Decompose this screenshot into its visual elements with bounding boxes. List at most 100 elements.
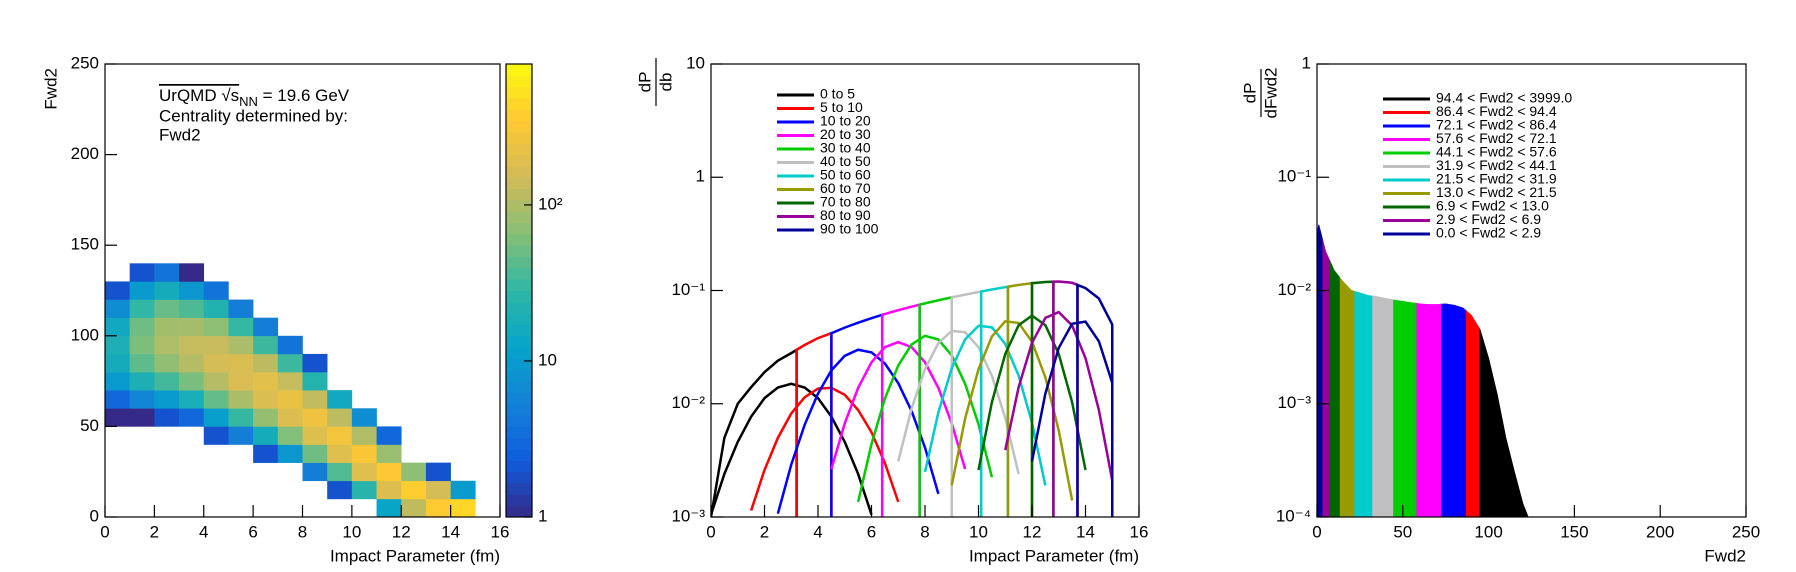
y-tick-label: 10 [686, 53, 705, 72]
heatmap-cell [376, 444, 402, 463]
histogram-fill [1464, 309, 1480, 517]
heatmap-cell [228, 299, 254, 318]
legend-label: 5 to 10 [820, 99, 863, 115]
colorbar-step [506, 75, 532, 88]
heatmap-cell [204, 481, 229, 499]
heatmap-cell [154, 426, 179, 444]
legend-label: 13.0 < Fwd2 < 21.5 [1436, 184, 1557, 200]
x-axis-title: Fwd2 [1704, 546, 1746, 565]
legend-label: 20 to 30 [820, 126, 871, 142]
series-line [897, 329, 1020, 475]
heatmap-cell [425, 480, 451, 500]
heatmap-cell [203, 353, 229, 373]
colorbar-step [506, 97, 532, 110]
heatmap-cell [179, 463, 204, 481]
series-line [830, 340, 967, 470]
y-tick-label: 100 [71, 325, 99, 344]
y-axis-title: Fwd2 [41, 68, 60, 110]
y-tick-label: 1 [1302, 53, 1311, 72]
legend-label: 86.4 < Fwd2 < 94.4 [1436, 103, 1557, 119]
histogram-fill [1328, 258, 1340, 517]
heatmap-cell [105, 281, 130, 300]
heatmap-cell [303, 300, 328, 318]
heatmap-cell [376, 462, 402, 482]
heatmap-cell [327, 354, 352, 372]
annotation-text: UrQMD √s [159, 86, 239, 105]
heatmap-cell [179, 426, 204, 444]
heatmap-cell [303, 281, 328, 299]
colorbar-step [506, 267, 532, 280]
heatmap-cell [105, 499, 130, 517]
histogram-fill [1478, 326, 1529, 517]
envelope-segment [880, 303, 921, 517]
colorbar-step [506, 415, 532, 427]
histogram-fill [1321, 237, 1330, 517]
heatmap-cell [253, 335, 279, 355]
colorbar-step [506, 358, 532, 371]
histogram-fill [1392, 299, 1417, 517]
colorbar-step [506, 449, 532, 461]
heatmap-cell [327, 462, 353, 482]
heatmap-cell [451, 336, 476, 354]
envelope-segment [950, 290, 983, 517]
heatmap-cell [377, 354, 402, 372]
heatmap-cell [105, 299, 130, 318]
heatmap-cell [401, 462, 427, 482]
legend-label: 57.6 < Fwd2 < 72.1 [1436, 130, 1557, 146]
heatmap-cell [451, 445, 476, 463]
y-tick-label: 50 [80, 416, 99, 435]
heatmap-cell [278, 463, 303, 481]
colorbar-step [506, 324, 532, 337]
colorbar-step [506, 335, 532, 348]
heatmap-cell [154, 335, 180, 355]
heatmap-cell [179, 408, 205, 427]
heatmap-cell [352, 390, 377, 408]
colorbar-step [506, 494, 532, 507]
heatmap-cell [179, 353, 205, 373]
heatmap-cell [154, 353, 180, 373]
heatmap-cell [352, 336, 377, 354]
heatmap-cell [179, 481, 204, 499]
colorbar-step [506, 245, 532, 258]
envelope-segment [1052, 280, 1079, 517]
legend-label: 94.4 < Fwd2 < 3999.0 [1436, 90, 1572, 106]
legend-label: 60 to 70 [820, 180, 871, 196]
heatmap-cell [277, 408, 303, 427]
annotation-sub: NN [239, 94, 258, 109]
heatmap-cell [278, 281, 303, 299]
heatmap-cell [179, 263, 205, 282]
x-tick-label: 12 [1023, 522, 1042, 541]
colorbar-step [506, 120, 532, 133]
annotation-line: Centrality determined by: [159, 106, 348, 125]
legend-label: 0.0 < Fwd2 < 2.9 [1436, 225, 1541, 241]
heatmap-cell [105, 426, 130, 444]
heatmap-cell [451, 263, 476, 281]
heatmap-cell [253, 281, 278, 299]
y-tick-label: 10⁻² [1277, 280, 1311, 299]
y-tick-label: 250 [71, 53, 99, 72]
heatmap-cell [401, 318, 426, 336]
legend-label: 2.9 < Fwd2 < 6.9 [1436, 211, 1541, 227]
heatmap-cell [253, 444, 279, 463]
heatmap-cell [377, 300, 402, 318]
heatmap-cell [105, 263, 130, 281]
heatmap-cell [401, 372, 426, 390]
heatmap-cell [278, 263, 303, 281]
heatmap-cell [228, 426, 254, 445]
heatmap-cell [303, 263, 328, 281]
y-axis-title: dP dFwd2 [1240, 67, 1280, 118]
heatmap-cell [351, 408, 377, 427]
x-tick-label: 8 [298, 522, 307, 541]
colorbar-tick-label: 10² [538, 194, 563, 213]
legend-label: 70 to 80 [820, 194, 871, 210]
heatmap-cell [203, 335, 229, 355]
heatmap-cell [154, 481, 179, 499]
heatmap-cell [130, 463, 155, 481]
heatmap-cell [451, 372, 476, 390]
heatmap-cell [203, 317, 229, 337]
x-tick-label: 10 [969, 522, 988, 541]
heatmap-cell [105, 408, 130, 427]
heatmap-cell [228, 317, 254, 337]
heatmap-cell [129, 408, 155, 427]
heatmap-cell [327, 444, 353, 463]
